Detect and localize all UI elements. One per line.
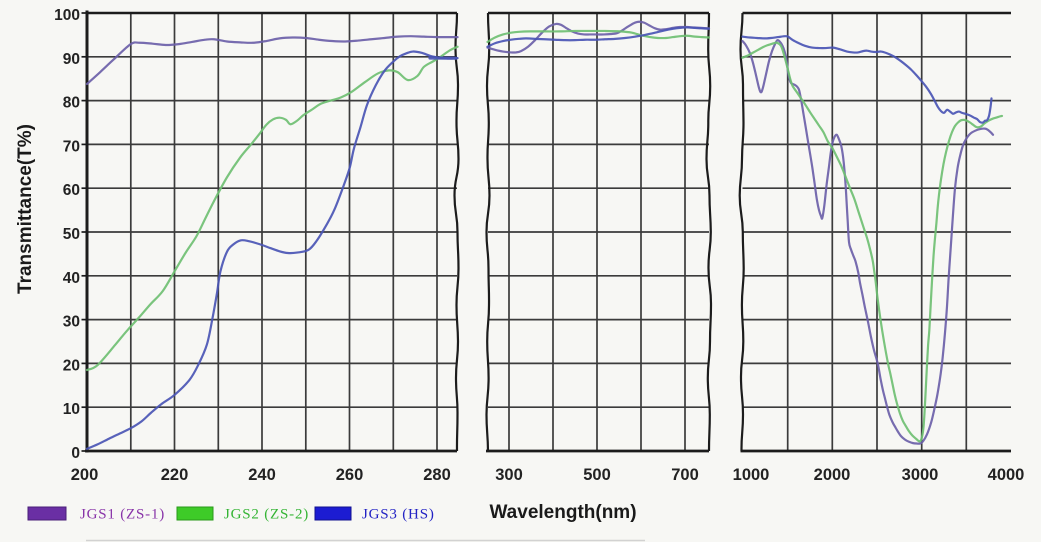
svg-text:90: 90 xyxy=(63,51,80,68)
svg-text:240: 240 xyxy=(248,466,276,484)
svg-text:700: 700 xyxy=(671,466,699,484)
svg-text:20: 20 xyxy=(63,357,80,374)
svg-text:260: 260 xyxy=(336,466,364,484)
svg-text:200: 200 xyxy=(71,466,99,484)
svg-text:280: 280 xyxy=(423,466,451,484)
svg-text:220: 220 xyxy=(161,466,189,484)
svg-text:300: 300 xyxy=(495,466,523,484)
svg-text:1000: 1000 xyxy=(733,466,770,484)
svg-text:JGS2 (ZS-2): JGS2 (ZS-2) xyxy=(224,507,309,523)
svg-text:70: 70 xyxy=(63,138,80,155)
svg-text:10: 10 xyxy=(63,401,80,418)
svg-text:40: 40 xyxy=(63,270,80,287)
svg-text:60: 60 xyxy=(63,182,80,199)
svg-text:Wavelength(nm): Wavelength(nm) xyxy=(489,502,636,523)
svg-text:100: 100 xyxy=(54,7,80,24)
svg-text:80: 80 xyxy=(63,95,80,112)
svg-text:4000: 4000 xyxy=(988,466,1025,484)
svg-text:2000: 2000 xyxy=(814,466,851,484)
svg-text:3000: 3000 xyxy=(902,466,939,484)
svg-text:JGS3 (HS): JGS3 (HS) xyxy=(362,507,435,523)
svg-text:50: 50 xyxy=(63,226,80,243)
svg-text:500: 500 xyxy=(583,466,611,484)
svg-text:30: 30 xyxy=(63,314,80,331)
svg-text:JGS1 (ZS-1): JGS1 (ZS-1) xyxy=(80,507,165,523)
svg-text:0: 0 xyxy=(71,445,80,462)
svg-text:Transmittance(T%): Transmittance(T%) xyxy=(15,124,36,294)
